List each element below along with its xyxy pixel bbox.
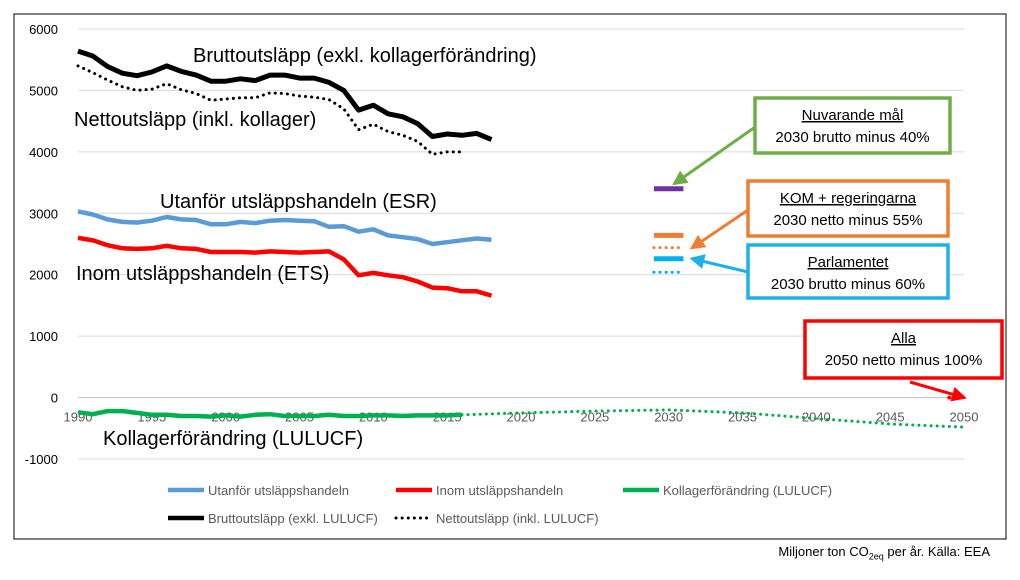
source-note: Miljoner ton CO2eq per år. Källa: EEA [778, 544, 990, 562]
callout-arrow-parl [689, 254, 749, 274]
legend-label: Nettoutsläpp (inkl. LULUCF) [436, 511, 599, 526]
callout-text-parl: 2030 brutto minus 60% [771, 276, 925, 293]
y-tick-label: 3000 [29, 206, 58, 221]
chart-frame [13, 13, 1007, 540]
callout-box-parl [746, 243, 950, 300]
y-tick-label: -1000 [25, 452, 58, 467]
legend-item: Kollagerförändring (LULUCF) [623, 483, 832, 498]
legend: Utanför utsläppshandeln Inom utsläppshand… [168, 483, 832, 526]
y-tick-label: 0 [51, 391, 58, 406]
callout-kom: KOM + regeringarna 2030 netto minus 55% [689, 179, 950, 250]
series-line-esr [77, 209, 492, 247]
legend-label: Bruttoutsläpp (exkl. LULUCF) [208, 511, 378, 526]
series-label-esr: Utanför utsläppshandeln (ESR) [160, 191, 437, 213]
series-line-ets [77, 235, 493, 298]
y-tick-label: 5000 [29, 83, 58, 98]
series [76, 48, 966, 429]
callout-box-alla [803, 319, 1004, 380]
y-tick-label: 2000 [29, 268, 58, 283]
x-tick-label: 2050 [950, 410, 979, 425]
callout-alla: Alla 2050 netto minus 100% [803, 319, 1004, 402]
series-line-lulucf [77, 408, 462, 419]
callouts: Nuvarande mål 2030 brutto minus 40% KOM + … [672, 96, 1004, 402]
source-tail: per år. Källa: EEA [883, 544, 990, 559]
callout-arrow-kom [689, 208, 749, 250]
x-tick-label: 2025 [580, 410, 609, 425]
legend-label: Kollagerförändring (LULUCF) [663, 483, 832, 498]
source-main: Miljoner ton CO [778, 544, 869, 559]
series-line-brutto [77, 48, 493, 142]
x-tick-label: 2040 [802, 410, 831, 425]
legend-item: Nettoutsläpp (inkl. LULUCF) [394, 511, 599, 526]
callout-text-nuvarande: 2030 brutto minus 40% [775, 129, 929, 146]
callout-parl: Parlamentet 2030 brutto minus 60% [689, 243, 950, 300]
series-label-brutto: Bruttoutsläpp (exkl. kollagerförändring) [193, 45, 537, 67]
y-tick-label: 4000 [29, 145, 58, 160]
callout-text-kom: 2030 netto minus 55% [773, 212, 922, 229]
y-tick-label: 1000 [29, 329, 58, 344]
legend-item: Bruttoutsläpp (exkl. LULUCF) [168, 511, 378, 526]
callout-arrow-alla [909, 380, 967, 402]
callout-nuvarande: Nuvarande mål 2030 brutto minus 40% [672, 96, 952, 186]
legend-item: Inom utsläppshandeln [396, 483, 563, 498]
series-label-lulucf: Kollagerförändring (LULUCF) [103, 428, 363, 450]
x-tick-label: 2045 [876, 410, 905, 425]
legend-item: Utanför utsläppshandeln [168, 483, 349, 498]
series-label-ets: Inom utsläppshandeln (ETS) [76, 263, 329, 285]
series-label-netto: Nettoutsläpp (inkl. kollager) [74, 109, 316, 131]
legend-label: Inom utsläppshandeln [436, 483, 563, 498]
y-tick-label: 6000 [29, 22, 58, 37]
legend-label: Utanför utsläppshandeln [208, 483, 349, 498]
series-line-lulucf_proj [460, 408, 966, 429]
callout-text-alla: 2050 netto minus 100% [825, 352, 983, 369]
callout-title-nuvarande: Nuvarande mål [802, 107, 904, 124]
callout-title-parl: Parlamentet [808, 254, 890, 271]
callout-box-nuvarande [753, 96, 952, 155]
series-labels: Bruttoutsläpp (exkl. kollagerförändring)… [74, 45, 537, 450]
callout-arrow-nuvarande [672, 123, 759, 186]
callout-box-kom [746, 179, 950, 238]
callout-title-kom: KOM + regeringarna [780, 190, 917, 207]
series-line-netto [76, 64, 464, 156]
callout-title-alla: Alla [891, 330, 917, 347]
x-tick-label: 2030 [654, 410, 683, 425]
source-sub: 2eq [868, 551, 884, 562]
